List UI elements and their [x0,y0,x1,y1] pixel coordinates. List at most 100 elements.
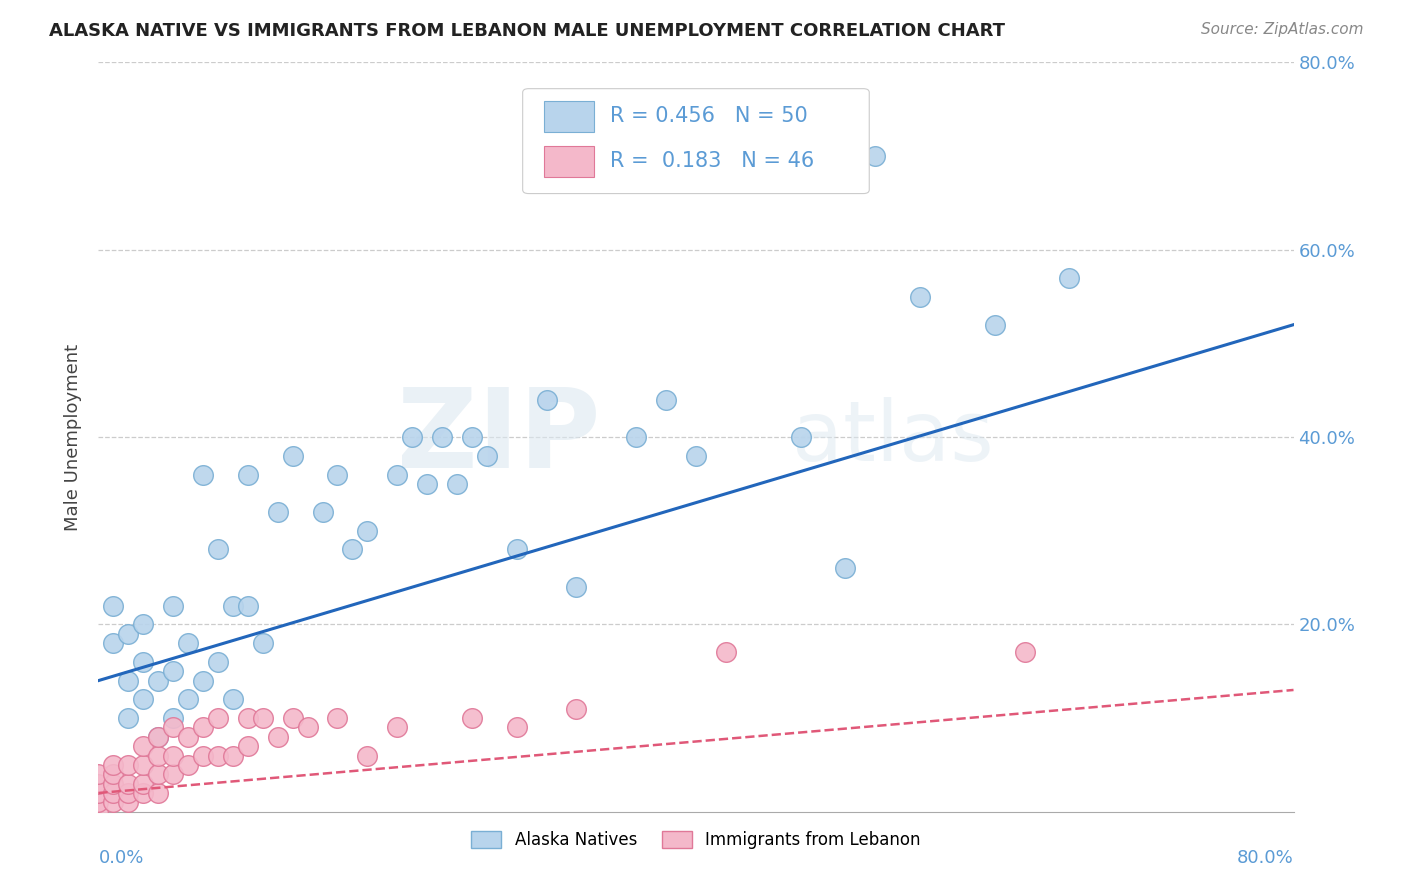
Point [446,476,468,491]
Point [565,580,588,594]
Point [326,711,349,725]
Point [385,467,409,482]
Text: ZIP: ZIP [396,384,600,491]
Point [148,673,170,688]
Point [908,289,931,303]
Point [326,467,349,482]
Point [342,542,364,557]
Point [207,655,229,669]
Point [207,542,229,557]
Point [207,748,229,763]
FancyBboxPatch shape [544,145,595,178]
Point [148,730,170,744]
Point [506,542,529,557]
Text: 80.0%: 80.0% [1237,849,1294,867]
Point [1014,646,1036,660]
Point [103,767,125,781]
Point [162,748,184,763]
Point [132,786,155,800]
Point [207,711,229,725]
Point [177,636,200,650]
Point [222,599,245,613]
Point [565,701,588,715]
FancyBboxPatch shape [544,101,595,132]
Point [162,711,184,725]
Point [132,655,155,669]
Point [162,664,184,679]
Point [103,599,125,613]
Point [162,721,184,735]
Point [117,711,139,725]
Point [87,796,110,810]
Point [132,776,155,791]
Point [1059,271,1081,285]
Point [236,739,259,753]
Point [117,673,139,688]
Point [132,617,155,632]
Text: atlas: atlas [792,397,993,477]
Y-axis label: Male Unemployment: Male Unemployment [65,343,83,531]
Point [281,711,304,725]
Point [191,721,214,735]
Point [117,758,139,772]
Point [132,692,155,706]
Text: R =  0.183   N = 46: R = 0.183 N = 46 [610,152,814,171]
Point [162,767,184,781]
Point [148,730,170,744]
Point [148,748,170,763]
Point [87,776,110,791]
Point [865,149,887,163]
Text: Source: ZipAtlas.com: Source: ZipAtlas.com [1201,22,1364,37]
Point [789,430,811,444]
Point [117,796,139,810]
Point [714,646,737,660]
Point [103,758,125,772]
Point [236,711,259,725]
Point [117,776,139,791]
Point [162,599,184,613]
Text: R = 0.456   N = 50: R = 0.456 N = 50 [610,106,807,127]
Point [267,505,290,519]
Point [103,796,125,810]
Point [103,636,125,650]
Point [267,730,290,744]
Point [87,805,110,819]
Point [385,721,409,735]
Point [87,786,110,800]
Legend: Alaska Natives, Immigrants from Lebanon: Alaska Natives, Immigrants from Lebanon [464,824,928,855]
Point [222,748,245,763]
Point [626,430,648,444]
Point [236,467,259,482]
Point [281,449,304,463]
Point [177,758,200,772]
Point [103,776,125,791]
Point [87,767,110,781]
Point [430,430,453,444]
Point [655,392,678,407]
Point [356,524,378,538]
Point [536,392,558,407]
Point [461,711,484,725]
Point [685,449,707,463]
Point [191,467,214,482]
Point [252,636,274,650]
Point [177,730,200,744]
FancyBboxPatch shape [523,88,869,194]
Point [506,721,529,735]
Point [148,786,170,800]
Text: ALASKA NATIVE VS IMMIGRANTS FROM LEBANON MALE UNEMPLOYMENT CORRELATION CHART: ALASKA NATIVE VS IMMIGRANTS FROM LEBANON… [49,22,1005,40]
Point [984,318,1007,332]
Text: 0.0%: 0.0% [98,849,143,867]
Point [356,748,378,763]
Point [252,711,274,725]
Point [191,673,214,688]
Point [117,626,139,640]
Point [236,599,259,613]
Point [191,748,214,763]
Point [148,767,170,781]
Point [177,692,200,706]
Point [297,721,319,735]
Point [103,786,125,800]
Point [834,561,856,575]
Point [222,692,245,706]
